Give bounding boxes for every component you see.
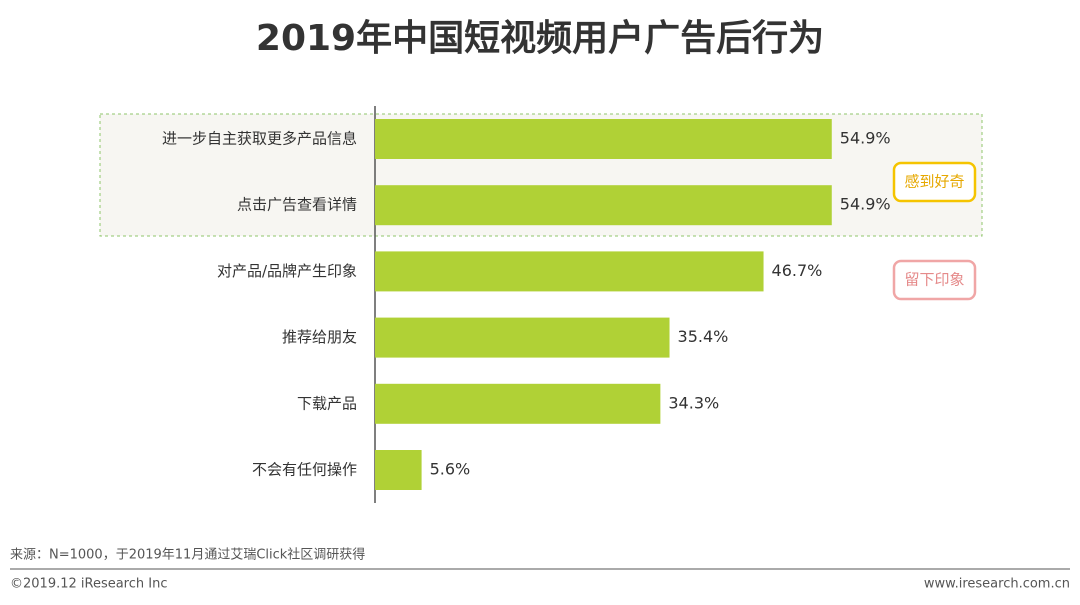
value-label: 5.6% xyxy=(430,460,471,479)
annotation-box xyxy=(892,259,977,301)
category-label: 不会有任何操作 xyxy=(252,461,357,479)
category-label: 进一步自主获取更多产品信息 xyxy=(162,130,357,148)
annotation: 留下印象 xyxy=(904,271,964,289)
bar xyxy=(375,185,832,226)
source-note: 来源：N=1000，于2019年11月通过艾瑞Click社区调研获得 xyxy=(10,547,365,563)
copyright: ©2019.12 iResearch Inc xyxy=(10,577,168,592)
value-label: 35.4% xyxy=(678,327,729,346)
category-label: 下载产品 xyxy=(297,394,357,412)
chart-title: 2019年中国短视频用户广告后行为 xyxy=(256,18,824,59)
category-label: 推荐给朋友 xyxy=(282,328,357,346)
url: www.iresearch.com.cn xyxy=(924,577,1070,592)
category-label: 点击广告查看详情 xyxy=(237,196,357,214)
bar xyxy=(375,251,764,292)
value-label: 54.9% xyxy=(840,195,891,214)
bar xyxy=(375,383,661,424)
bar xyxy=(375,450,422,490)
bar xyxy=(375,119,832,159)
value-label: 54.9% xyxy=(840,129,891,148)
annotation: 感到好奇 xyxy=(904,173,964,191)
value-label: 46.7% xyxy=(772,261,823,280)
bar xyxy=(375,317,670,358)
annotation-box xyxy=(892,161,977,203)
value-label: 34.3% xyxy=(668,393,719,412)
category-label: 对产品/品牌产生印象 xyxy=(217,262,357,280)
